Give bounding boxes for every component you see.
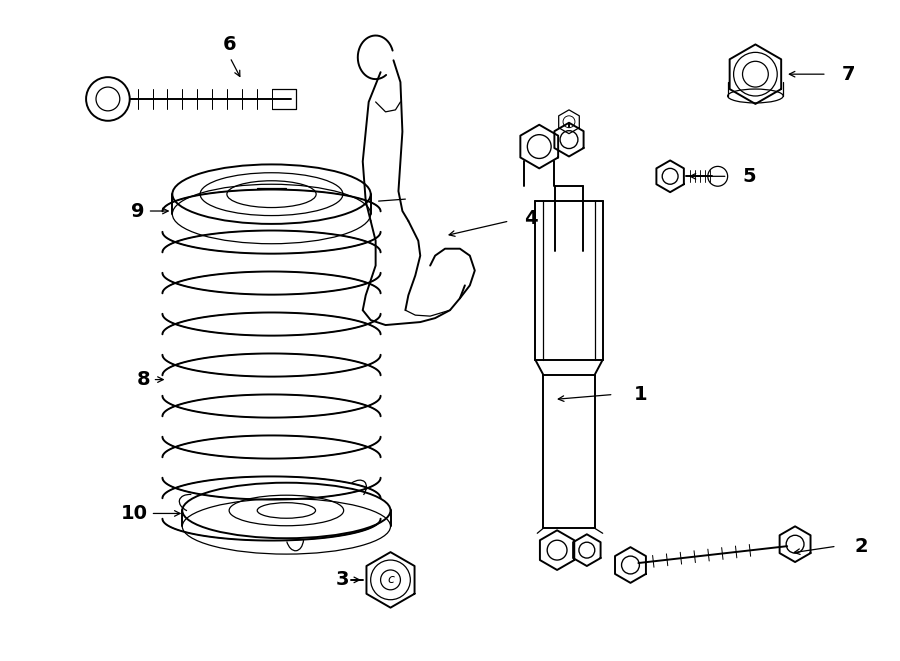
Text: 5: 5 — [742, 167, 756, 186]
Text: 3: 3 — [336, 570, 349, 590]
Text: 10: 10 — [121, 504, 148, 523]
Text: 6: 6 — [223, 35, 237, 54]
Text: 9: 9 — [131, 202, 145, 221]
Text: 4: 4 — [525, 210, 538, 229]
Text: 1: 1 — [634, 385, 647, 404]
Text: 7: 7 — [842, 65, 855, 84]
Text: c: c — [387, 573, 394, 586]
Text: 8: 8 — [137, 370, 150, 389]
Text: 2: 2 — [855, 537, 868, 556]
